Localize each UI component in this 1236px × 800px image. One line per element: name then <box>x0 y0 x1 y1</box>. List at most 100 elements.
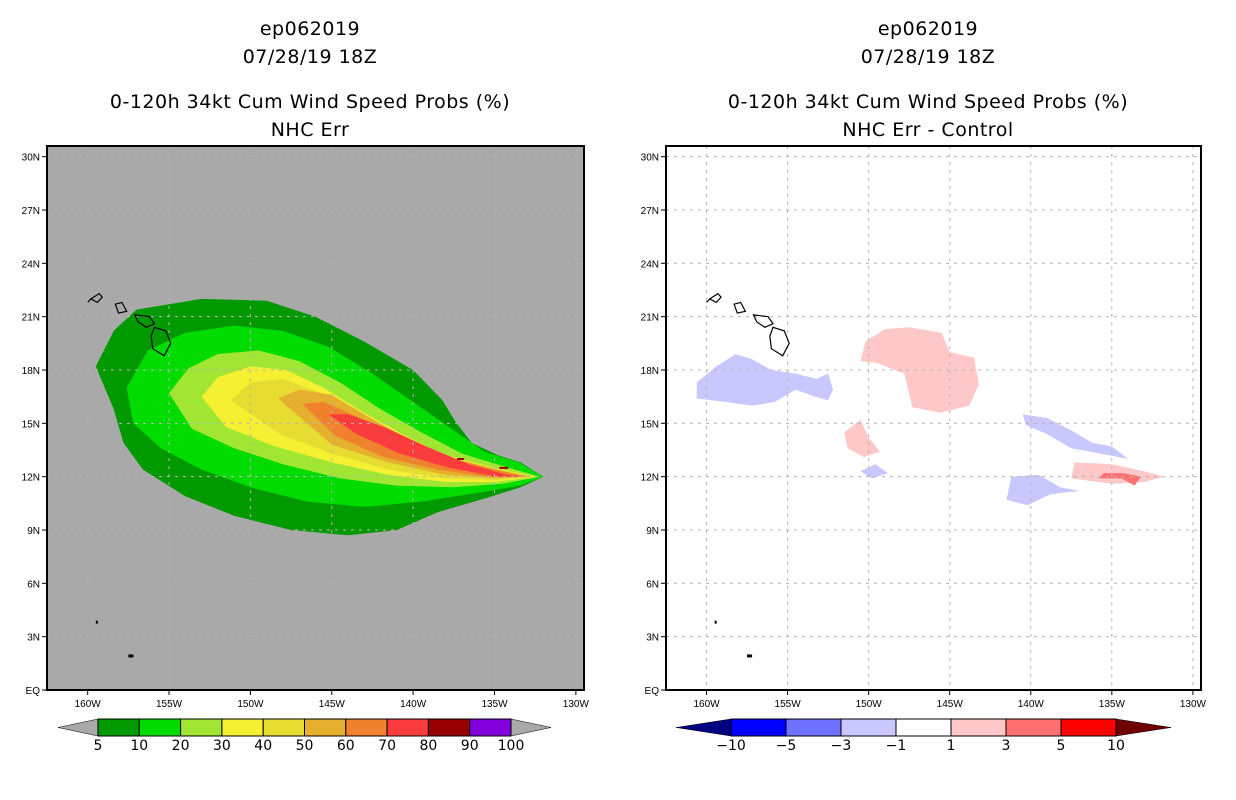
y-tick-label: 21N <box>641 313 659 324</box>
x-tick-label: 150W <box>237 699 264 710</box>
colorbar-swatch <box>221 718 264 737</box>
plot-background <box>666 146 1201 690</box>
colorbar-swatch <box>345 718 388 737</box>
x-tick-label: 150W <box>856 699 883 710</box>
colorbar-label: 50 <box>296 738 314 754</box>
colorbar-left: 5 10 20 30 40 50 60 70 80 90 100 <box>57 718 552 754</box>
colorbar-swatch <box>386 718 429 737</box>
colorbar-label: 30 <box>213 738 231 754</box>
colorbar-arrow-left <box>675 718 732 737</box>
island-small <box>128 654 134 658</box>
colorbar-arrow-right <box>1115 718 1172 737</box>
colorbar-label: 5 <box>1057 738 1066 754</box>
island-outline <box>133 314 156 328</box>
island-outline <box>89 292 104 304</box>
contour-70-7 <box>328 414 524 477</box>
island-small <box>747 654 753 658</box>
y-tick-label: 30N <box>641 153 659 164</box>
left-datetime: 07/28/19 18Z <box>242 46 378 68</box>
y-tick-label: 3N <box>27 633 40 644</box>
y-tick-label: 6N <box>646 579 659 590</box>
y-tick-label: 18N <box>641 366 659 377</box>
colorbar-swatch <box>785 718 842 737</box>
colorbar-swatch <box>180 718 223 737</box>
colorbar-label: 10 <box>130 738 148 754</box>
colorbar-swatch <box>840 718 897 737</box>
x-tick-label: 130W <box>563 699 590 710</box>
colorbar-label: −5 <box>776 738 797 754</box>
colorbar-swatch <box>427 718 471 737</box>
island-outline <box>752 314 774 328</box>
colorbar-swatch <box>138 718 182 737</box>
colorbar-label: −10 <box>716 738 746 754</box>
x-tick-label: 135W <box>1099 699 1126 710</box>
colorbar-swatch <box>304 718 347 737</box>
island-outline <box>706 298 711 303</box>
contour-80-spot <box>499 466 509 469</box>
colorbar-label: −1 <box>886 738 907 754</box>
x-tick-label: 145W <box>937 699 964 710</box>
y-tick-label: 6N <box>27 579 40 590</box>
x-tick-label: 155W <box>156 699 183 710</box>
island-outline <box>87 298 92 303</box>
colorbar-arrow-right <box>510 718 552 737</box>
colorbar-swatch <box>1060 718 1117 737</box>
colorbar-label: 40 <box>254 738 272 754</box>
plot-panel-left: 160W 155W 150W 145W 140W 135W 130W EQ 3N 6N 9N 12N 1… <box>22 145 590 710</box>
x-tick-label: 155W <box>775 699 802 710</box>
colorbar-label: 90 <box>461 738 479 754</box>
right-subtitle: NHC Err - Control <box>842 119 1014 141</box>
y-tick-label: 9N <box>646 526 659 537</box>
island-outline <box>733 301 747 314</box>
colorbar-label: 70 <box>378 738 396 754</box>
colorbar-swatch <box>950 718 1007 737</box>
x-tick-label: 160W <box>693 699 720 710</box>
island-small <box>714 620 717 624</box>
x-tick-label: 145W <box>319 699 346 710</box>
y-tick-label: 12N <box>22 473 40 484</box>
right-storm-id: ep062019 <box>877 18 979 40</box>
y-tick-label: 21N <box>22 313 40 324</box>
left-title: 0-120h 34kt Cum Wind Speed Probs (%) <box>109 91 511 113</box>
x-tick-label: 135W <box>481 699 508 710</box>
y-tick-label: 24N <box>641 259 659 270</box>
colorbar-label: 20 <box>172 738 190 754</box>
colorbar-swatch <box>97 718 140 737</box>
contour-neg3-3 <box>860 464 889 479</box>
y-tick-label: 12N <box>641 473 659 484</box>
y-tick-label: EQ <box>645 686 660 697</box>
y-tick-label: 27N <box>22 206 40 217</box>
y-tick-label: 18N <box>22 366 40 377</box>
island-small <box>95 620 98 624</box>
left-subtitle: NHC Err <box>270 119 350 141</box>
y-tick-label: 15N <box>22 419 40 430</box>
colorbar-arrow-left <box>57 718 99 737</box>
colorbar-label: 3 <box>1002 738 1011 754</box>
contour-neg3-1 <box>1022 414 1128 459</box>
colorbar-right: −10 −5 −3 −1 1 3 5 10 <box>675 718 1172 754</box>
plot-frame <box>46 145 585 691</box>
right-title: 0-120h 34kt Cum Wind Speed Probs (%) <box>727 91 1129 113</box>
y-tick-label: 24N <box>22 259 40 270</box>
y-tick-label: 15N <box>641 419 659 430</box>
x-tick-label: 160W <box>75 699 102 710</box>
colorbar-label: −3 <box>831 738 852 754</box>
contour-80-spot <box>457 458 465 460</box>
colorbar-label: 1 <box>947 738 956 754</box>
left-storm-id: ep062019 <box>259 18 361 40</box>
contour-1-6 <box>844 419 880 458</box>
contour-neg3-0 <box>696 354 833 406</box>
x-tick-label: 140W <box>1018 699 1045 710</box>
y-tick-label: EQ <box>26 686 41 697</box>
y-tick-label: 3N <box>646 633 659 644</box>
colorbar-swatch <box>730 718 787 737</box>
contour-neg3-2 <box>1006 474 1080 506</box>
x-tick-label: 130W <box>1180 699 1207 710</box>
colorbar-label: 100 <box>498 738 525 754</box>
y-tick-label: 27N <box>641 206 659 217</box>
island-outline <box>114 301 128 314</box>
island-outline <box>769 326 790 357</box>
right-datetime: 07/28/19 18Z <box>860 46 996 68</box>
island-outline <box>708 292 722 304</box>
